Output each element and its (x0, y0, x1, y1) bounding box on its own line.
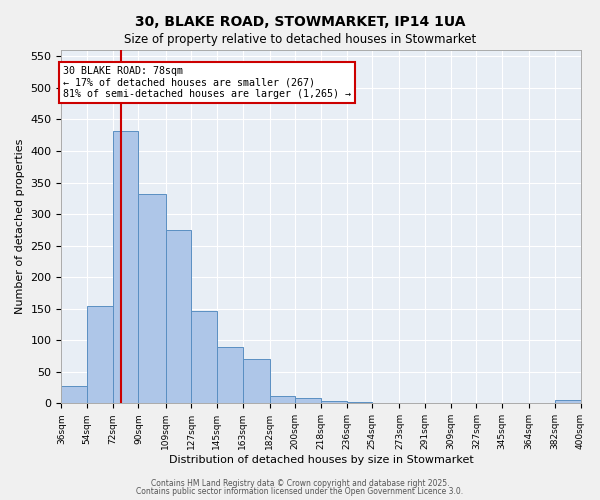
Bar (372, 402, 400, 404)
Bar (139, 194, 166, 404)
Bar (347, 402, 372, 404)
Text: 30, BLAKE ROAD, STOWMARKET, IP14 1UA: 30, BLAKE ROAD, STOWMARKET, IP14 1UA (135, 15, 465, 29)
Bar (191, 310, 217, 404)
Bar (476, 402, 502, 404)
Text: 30 BLAKE ROAD: 78sqm
← 17% of detached houses are smaller (267)
81% of semi-deta: 30 BLAKE ROAD: 78sqm ← 17% of detached h… (63, 66, 351, 99)
Bar (295, 398, 321, 404)
Bar (425, 402, 451, 404)
Bar (269, 396, 295, 404)
Bar (113, 131, 139, 404)
Bar (242, 359, 269, 404)
Bar (61, 386, 87, 404)
Text: Contains HM Land Registry data © Crown copyright and database right 2025.: Contains HM Land Registry data © Crown c… (151, 478, 449, 488)
Bar (529, 402, 555, 404)
Bar (400, 402, 425, 404)
Text: Size of property relative to detached houses in Stowmarket: Size of property relative to detached ho… (124, 32, 476, 46)
Bar (321, 401, 347, 404)
Bar (217, 347, 242, 404)
Bar (87, 306, 113, 404)
Bar (166, 230, 191, 404)
Y-axis label: Number of detached properties: Number of detached properties (15, 139, 25, 314)
Bar (451, 402, 476, 404)
Bar (502, 402, 529, 404)
Bar (555, 400, 581, 404)
Text: Contains public sector information licensed under the Open Government Licence 3.: Contains public sector information licen… (136, 487, 464, 496)
X-axis label: Distribution of detached houses by size in Stowmarket: Distribution of detached houses by size … (169, 455, 473, 465)
